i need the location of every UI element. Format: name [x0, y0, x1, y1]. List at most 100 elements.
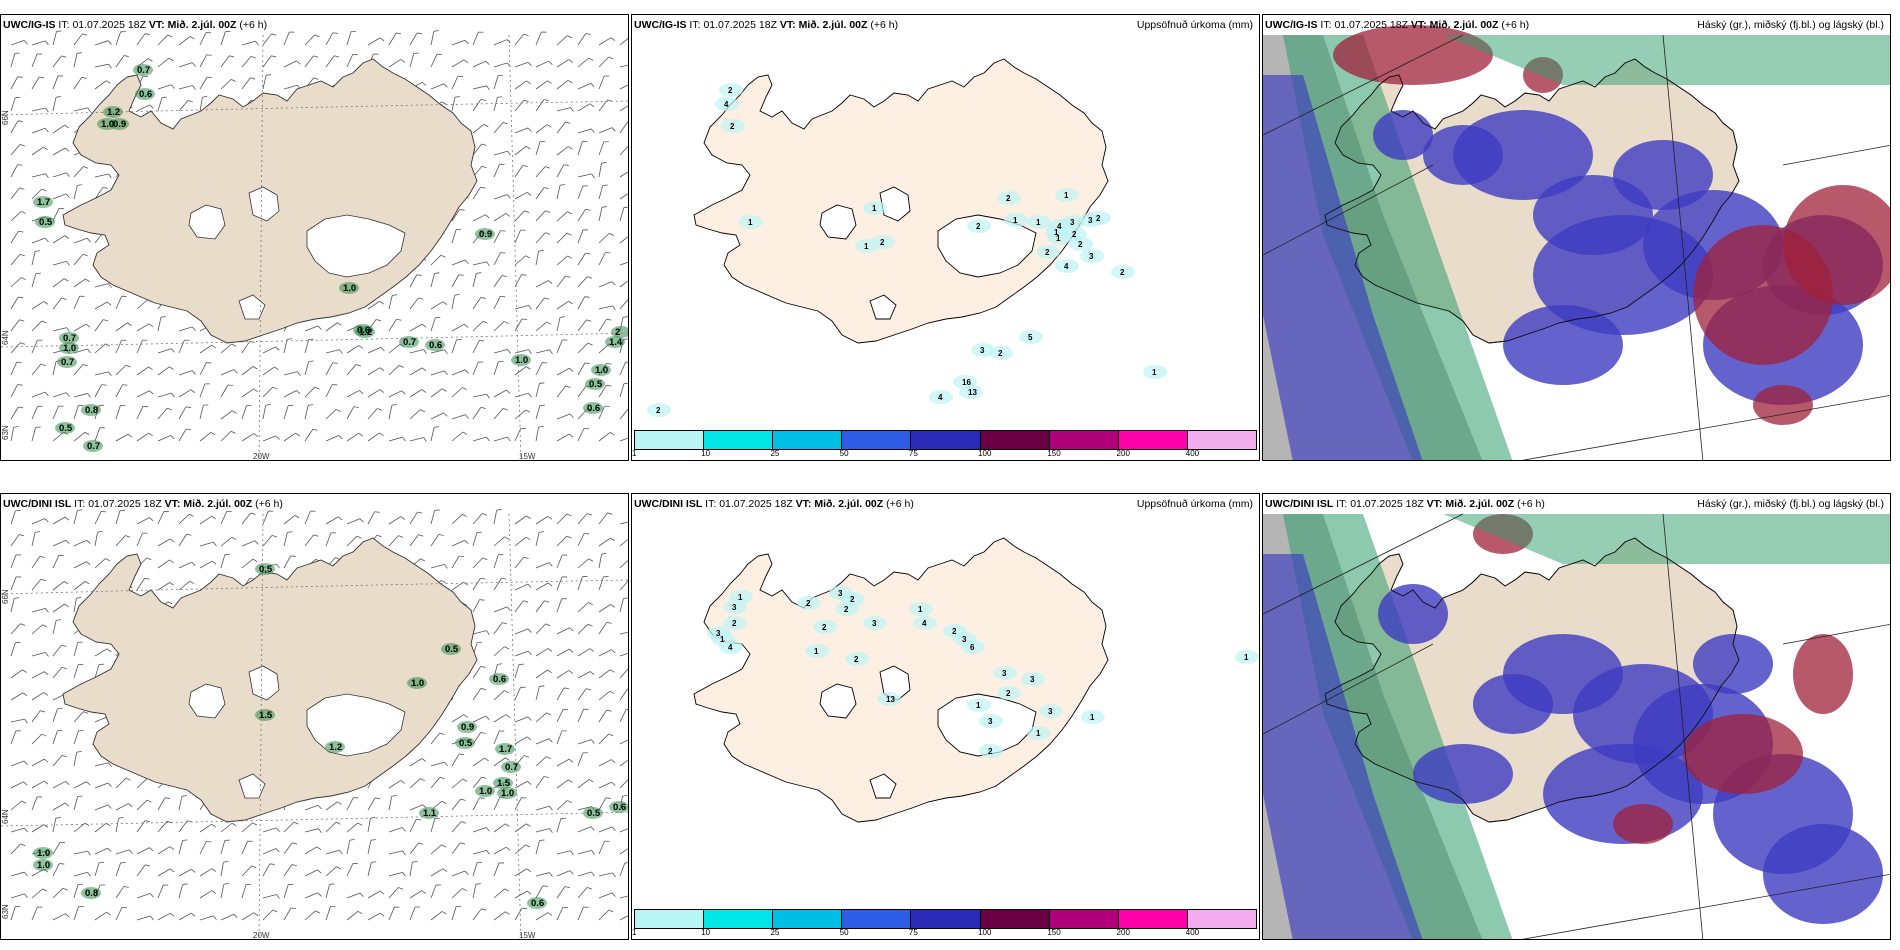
glacier-0	[819, 204, 857, 240]
grid-line	[1263, 643, 1434, 735]
wind-patch	[33, 196, 53, 208]
grid-line	[1662, 34, 1704, 460]
wind-value-label: 0.8	[85, 888, 98, 899]
legend-tick-label: 400	[1185, 928, 1200, 937]
lon-label-15w: 15W	[519, 452, 536, 461]
wind-patch	[493, 777, 513, 789]
precip-value-label: 2	[806, 599, 811, 608]
wind-value-label: 0.6	[357, 325, 370, 336]
legend-tick-label: 150	[1047, 449, 1061, 458]
precip-value-label: 2	[854, 655, 859, 664]
legend-swatch	[635, 431, 705, 449]
legend-tick-label: 100	[978, 449, 992, 458]
grid-line	[1782, 144, 1890, 166]
glacier-2	[937, 214, 1037, 278]
wind-patch	[419, 807, 439, 819]
wind-patch	[255, 563, 275, 575]
wind-value-label: 0.7	[137, 65, 150, 76]
wind-patch	[455, 737, 475, 749]
wind-value-label: 1.0	[343, 283, 356, 294]
precip-value-label: 2	[1078, 240, 1083, 249]
grid-line	[1522, 394, 1890, 460]
wind-value-label: 0.7	[505, 762, 518, 773]
precip-patch	[1235, 650, 1259, 664]
precip-value-label: 1	[1036, 729, 1041, 738]
cloud-title: Háský (gr.), miðský (fj.bl.) og lágský (…	[1697, 19, 1884, 31]
legend-tick-label: 25	[770, 928, 780, 937]
wind-value-label: 1.4	[609, 337, 623, 348]
wind-value-label: 1.2	[107, 107, 120, 118]
precip-value-label: 3	[1048, 707, 1053, 716]
wind-patch	[33, 847, 53, 859]
precip-patch	[1081, 710, 1105, 724]
precip-patch	[971, 343, 995, 357]
precip-patch	[739, 215, 763, 229]
wind-value-label: 1.0	[479, 786, 492, 797]
high-cloud-red-patch	[1613, 804, 1673, 844]
glacier-1	[879, 186, 911, 222]
precip-patch	[1027, 215, 1051, 229]
glacier-0	[819, 683, 857, 719]
precip-patch	[967, 219, 991, 233]
legend-swatch	[911, 910, 981, 928]
lon-15-line	[508, 513, 522, 939]
low-cloud-patch	[1373, 110, 1433, 160]
legend-tick-label: 10	[701, 928, 711, 937]
precip-value-label: 2	[822, 623, 827, 632]
wind-value-label: 0.6	[429, 340, 442, 351]
precip-value-label: 1	[1013, 216, 1018, 225]
precip-value-label: 3	[1089, 252, 1094, 261]
wind-patch	[339, 282, 359, 294]
precip-value-label: 1	[1152, 368, 1157, 377]
wind-value-label: 0.9	[461, 722, 474, 733]
wind-patch	[611, 326, 628, 338]
precip-value-label: 1	[738, 593, 743, 602]
wind-value-label: 0.9	[113, 119, 126, 130]
legend-tick-label: 1	[632, 449, 637, 458]
wind-value-label: 1.2	[329, 742, 342, 753]
wind-patch	[497, 787, 517, 799]
wind-value-label: 2	[615, 327, 620, 338]
precip-value-label: 1	[814, 647, 819, 656]
glacier-0	[188, 683, 226, 719]
wind-value-label: 0.6	[139, 89, 152, 100]
wind-patch	[103, 106, 123, 118]
panel-header: UWC/DINI ISL IT: 01.07.2025 18Z VT: Mið.…	[1265, 498, 1545, 510]
lon-20-line	[258, 34, 264, 460]
precip-value-label: 1	[976, 701, 981, 710]
wind-value-label: 1.0	[515, 355, 528, 366]
precip-patch	[1061, 215, 1085, 229]
precip-value-label: 1	[872, 204, 877, 213]
precip-value-label: 2	[998, 349, 1003, 358]
wind-patch	[475, 228, 495, 240]
precip-value-label: 3	[980, 346, 985, 355]
wind-value-label: 1.7	[499, 744, 512, 755]
lat-66-line	[1, 100, 628, 116]
precip-panel-row2: UWC/DINI ISL IT: 01.07.2025 18Z VT: Mið.…	[631, 493, 1260, 940]
low-cloud-patch	[1763, 824, 1883, 924]
precip-value-label: 2	[728, 86, 733, 95]
legend-swatch	[842, 431, 912, 449]
precip-value-label: 3	[716, 629, 721, 638]
precip-value-label: 5	[1028, 333, 1033, 342]
precip-value-label: 2	[1096, 214, 1101, 223]
precip-value-label: 2	[976, 222, 981, 231]
grid-line	[1263, 34, 1464, 136]
precip-patch	[1027, 726, 1051, 740]
precip-value-label: 3	[732, 603, 737, 612]
wind-value-label: 0.5	[59, 423, 73, 434]
precip-patch	[1055, 259, 1079, 273]
precip-patch	[967, 698, 991, 712]
low-cloud-patch	[1413, 744, 1513, 804]
precip-title: Uppsöfnuð úrkoma (mm)	[1136, 498, 1253, 510]
wind-patch	[255, 709, 275, 721]
precip-value-label: 1	[864, 242, 869, 251]
coastline	[1324, 58, 1740, 344]
wind-patch	[109, 118, 129, 130]
wind-values: 0.70.61.21.00.91.70.50.91.00.61.20.71.00…	[37, 65, 623, 452]
legend-tick-label: 75	[908, 928, 918, 937]
precip-patch	[1111, 265, 1135, 279]
lat-64-line	[1, 811, 628, 827]
precip-patch	[723, 600, 747, 614]
precip-value-label: 4	[938, 393, 943, 402]
